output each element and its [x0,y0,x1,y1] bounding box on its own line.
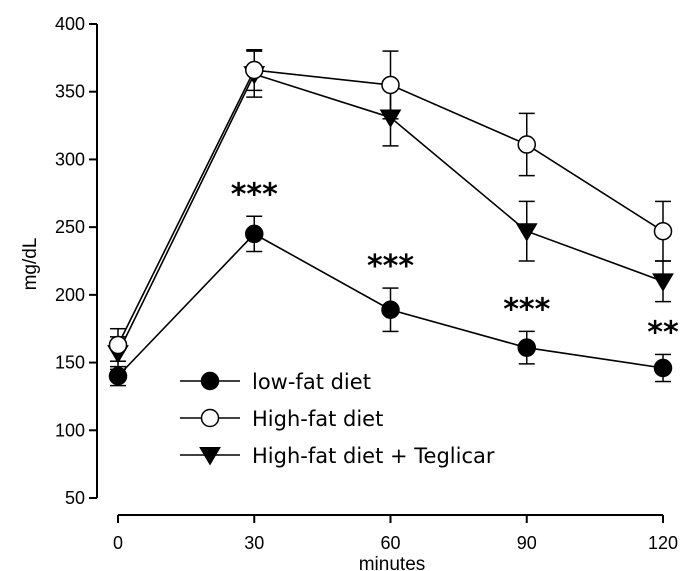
legend-item-0: low-fat diet [180,370,371,394]
legend-marker [200,408,220,428]
data-point [652,273,674,292]
y-axis-title: mg/dL [20,238,41,291]
data-point [245,224,264,244]
data-point [517,338,536,357]
data-point [245,60,264,80]
x-tick-label: 0 [113,533,123,553]
data-point [381,300,400,320]
data-point [653,221,673,241]
y-tick-label: 300 [55,149,85,169]
legend-marker [199,447,221,466]
x-axis-title: minutes [359,554,426,571]
y-tick-label: 350 [55,82,85,102]
data-point [381,75,400,95]
x-tick-label: 120 [648,533,678,553]
y-tick-label: 50 [65,488,85,508]
legend-label: High-fat diet [252,407,383,431]
data-point [517,135,536,154]
significance-label: *** [503,292,550,327]
legend: low-fat diet High-fat diet High-fat diet +… [180,370,495,468]
x-tick-label: 60 [380,533,400,553]
y-tick-label: 100 [55,420,85,440]
series-0 [108,215,673,387]
series-layer [107,48,674,387]
significance-label: ** [647,315,679,350]
annotation-layer: *********** [231,177,679,350]
x-tick-label: 30 [244,533,264,553]
x-tick-label: 90 [517,533,537,553]
significance-label: *** [367,249,414,284]
legend-item-2: High-fat diet + Teglicar [180,444,495,468]
legend-label: High-fat diet + Teglicar [252,444,495,468]
series-1 [108,48,673,362]
axes: 50 100 150 200 250 300 350 400 0 30 60 90 120 [55,14,678,553]
data-point [515,223,538,242]
data-point [653,358,673,378]
legend-marker [200,371,220,391]
legend-item-1: High-fat diet [180,407,383,431]
data-point [108,335,128,355]
y-tick-label: 200 [55,285,85,305]
y-tick-label: 400 [55,14,85,34]
legend-label: low-fat diet [252,370,371,394]
y-tick-label: 250 [55,217,85,237]
y-tick-label: 150 [55,353,85,373]
significance-label: *** [231,177,278,212]
data-point [108,366,128,386]
